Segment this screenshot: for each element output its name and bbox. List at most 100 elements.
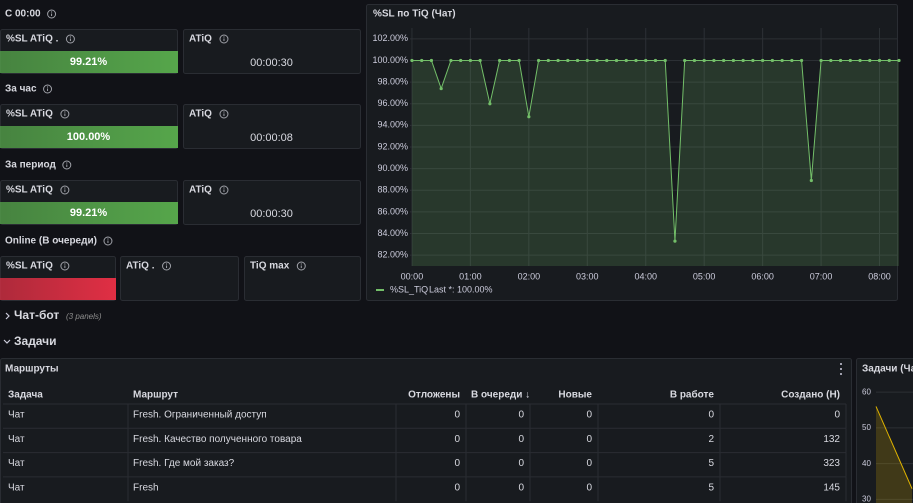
info-icon-dot	[223, 36, 225, 38]
data-point	[644, 58, 648, 63]
column-header: Маршрут	[133, 390, 178, 401]
panel-title: ATiQ .	[126, 261, 155, 272]
table-cell: Fresh. Где мой заказ?	[133, 458, 235, 469]
gauge-bar	[0, 126, 178, 148]
table-cell: 0	[708, 410, 714, 421]
x-tick-label: 06:00	[751, 271, 774, 281]
info-icon	[65, 34, 75, 44]
info-icon	[103, 236, 113, 246]
info-icon-dot	[66, 162, 68, 164]
panel-title: %SL ATiQ .	[6, 34, 59, 45]
data-point	[799, 58, 804, 63]
y-tick-label: 94.00%	[377, 120, 408, 130]
data-point	[673, 239, 677, 243]
panel	[856, 358, 913, 503]
info-icon-dot	[300, 263, 302, 265]
data-point	[829, 58, 833, 63]
panel-title: TiQ max	[250, 261, 290, 272]
gauge-bar	[0, 278, 116, 300]
info-icon	[62, 160, 72, 170]
table-cell: 5	[708, 458, 714, 469]
legend-label: %SL_TiQ	[390, 284, 428, 294]
table-cell: 0	[586, 483, 592, 494]
info-icon-dot	[64, 187, 66, 189]
data-point	[770, 58, 774, 63]
section-title: Online (В очереди)	[5, 236, 97, 247]
data-point	[868, 58, 872, 63]
series-area	[411, 60, 899, 266]
info-icon-dot	[50, 11, 53, 13]
y-tick-label: 96.00%	[377, 98, 408, 108]
data-point	[420, 58, 424, 63]
y-tick-label: 30	[862, 495, 871, 503]
y-tick-label: 86.00%	[377, 206, 408, 216]
table-cell: 0	[518, 434, 524, 445]
info-icon	[43, 84, 53, 94]
row-note: (3 panels)	[66, 312, 102, 321]
data-point	[731, 58, 736, 63]
info-icon-dot	[69, 36, 72, 38]
data-point	[712, 58, 716, 63]
data-point	[780, 58, 784, 63]
stat-value: 99.21%	[70, 207, 108, 219]
table-cell: Чат	[8, 483, 25, 494]
data-point	[897, 58, 901, 63]
x-tick-label: 01:00	[459, 271, 482, 281]
x-tick-label: 03:00	[576, 271, 599, 281]
data-point	[614, 58, 619, 63]
data-point	[536, 58, 541, 63]
side-chart: Задачи (Ча 30 40 50 60	[862, 364, 913, 503]
chevron	[5, 312, 10, 320]
info-icon-dot	[46, 86, 49, 88]
data-point	[439, 86, 443, 91]
panel-title: %SL ATiQ	[6, 261, 53, 272]
info-icon-dot	[223, 111, 225, 113]
data-point	[702, 58, 706, 63]
column-header: В работе	[670, 389, 715, 401]
info-icon	[296, 261, 306, 271]
panel	[120, 256, 239, 301]
info-icon	[219, 109, 229, 119]
menu-dot	[840, 368, 842, 370]
table-cell: 0	[834, 410, 840, 421]
legend-value: Last *: 100.00%	[429, 284, 493, 294]
table-cell: 132	[823, 434, 840, 445]
data-point	[449, 58, 453, 63]
info-icon-dot	[223, 187, 225, 189]
y-tick-label: 50	[862, 423, 871, 432]
data-point	[790, 58, 794, 63]
panel-title: %SL ATiQ	[6, 185, 53, 196]
info-icon	[60, 185, 70, 195]
data-point	[751, 58, 755, 63]
x-tick-label: 08:00	[868, 271, 891, 281]
table-title: Маршруты	[5, 364, 59, 375]
panel	[366, 4, 898, 301]
data-point	[566, 58, 570, 63]
table-cell: 0	[518, 483, 524, 494]
table-cell: 0	[518, 458, 524, 469]
data-point	[595, 58, 599, 63]
y-tick-label: 98.00%	[377, 76, 408, 86]
panel-title: ATiQ	[189, 109, 212, 120]
data-point	[819, 58, 823, 63]
data-point	[877, 58, 882, 63]
stat-value: 00:00:08	[250, 132, 293, 144]
section-title: C 00:00	[5, 9, 41, 20]
table-cell: 0	[586, 434, 592, 445]
data-point	[429, 58, 434, 63]
y-tick-label: 88.00%	[377, 185, 408, 195]
data-point	[663, 58, 667, 63]
column-header: Задача	[8, 390, 43, 401]
data-point	[858, 58, 862, 63]
panel-title: ATiQ	[189, 34, 212, 45]
stat-value: 99.21%	[70, 56, 108, 68]
table-cell: 323	[823, 458, 840, 469]
series-line	[875, 406, 913, 489]
data-point	[585, 58, 589, 63]
data-point	[468, 58, 472, 63]
data-point	[575, 58, 580, 63]
chevron	[3, 339, 11, 344]
data-point	[634, 58, 638, 63]
table-cell: Fresh	[133, 483, 159, 494]
table-cell: 0	[454, 458, 460, 469]
